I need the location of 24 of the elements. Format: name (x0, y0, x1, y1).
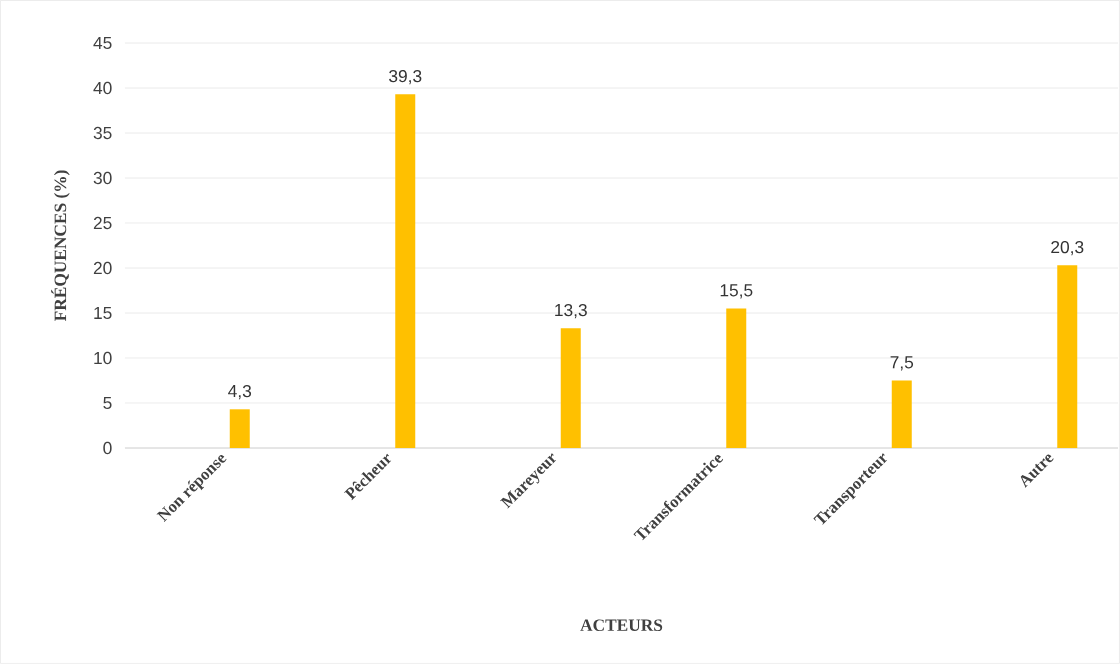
y-tick-label: 45 (93, 36, 112, 50)
bar (395, 94, 416, 448)
y-tick-label: 10 (94, 351, 112, 365)
y-tick-label: 25 (93, 216, 112, 230)
data-label: 20,3 (1051, 240, 1084, 256)
y-tick-label: 0 (103, 441, 112, 455)
bar (726, 308, 747, 448)
data-label: 7,5 (890, 356, 914, 371)
y-tick-label: 5 (103, 396, 112, 410)
data-label: 39,3 (389, 69, 422, 85)
bar (1057, 265, 1078, 448)
y-tick-label: 15 (94, 306, 112, 320)
bar (229, 409, 250, 448)
y-tick-label: 35 (93, 126, 112, 140)
x-axis-title: ACTEURS (580, 619, 663, 632)
y-axis-title: FRÉQUENCES (%) (51, 170, 70, 322)
bar (891, 380, 912, 448)
data-label: 13,3 (555, 303, 587, 319)
bar (560, 328, 581, 448)
data-label: 15,5 (720, 284, 753, 299)
y-tick-label: 30 (93, 171, 112, 185)
y-tick-label: 40 (93, 81, 112, 95)
data-label: 4,3 (228, 384, 252, 400)
y-tick-label: 20 (93, 261, 112, 275)
